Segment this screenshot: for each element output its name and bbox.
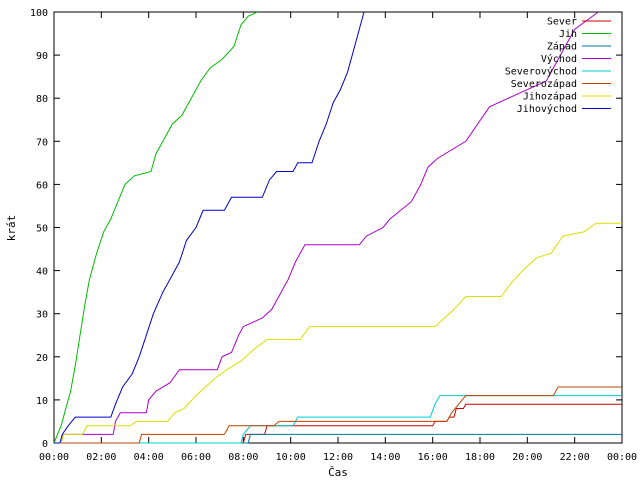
x-tick-label: 02:00 <box>86 452 116 463</box>
legend-label: Jihozápad <box>523 91 577 103</box>
series-line-4 <box>54 11 599 444</box>
x-tick-label: 20:00 <box>512 452 542 463</box>
y-tick-label: 30 <box>36 310 48 321</box>
series-lines <box>53 11 622 444</box>
x-tick-label: 08:00 <box>228 452 258 463</box>
series-line-7 <box>54 222 622 444</box>
y-tick-label: 20 <box>36 353 48 364</box>
legend-label: Jihovýchod <box>517 103 577 115</box>
x-tick-label: 22:00 <box>560 452 590 463</box>
x-tick-label: 00:00 <box>607 452 637 463</box>
series-line-5 <box>54 395 622 444</box>
series-line-2 <box>53 11 258 444</box>
x-axis-label: Čas <box>328 466 348 479</box>
x-tick-label: 06:00 <box>181 452 211 463</box>
legend-label: Severovýchod <box>505 66 577 78</box>
y-tick-label: 100 <box>30 8 48 19</box>
x-tick-label: 14:00 <box>370 452 400 463</box>
x-tick-label: 12:00 <box>323 452 353 463</box>
x-tick-label: 10:00 <box>276 452 306 463</box>
x-tick-label: 16:00 <box>418 452 448 463</box>
legend-label: Sever <box>547 17 577 28</box>
y-tick-label: 0 <box>42 439 48 450</box>
series-line-8 <box>54 11 365 444</box>
y-tick-label: 60 <box>36 180 48 191</box>
legend-label: Jih <box>559 29 577 40</box>
y-axis-label: krát <box>5 215 18 242</box>
legend: SeverJihZápadVýchodSeverovýchodSeverozáp… <box>505 17 611 115</box>
axis-ticks: 00:00 02:00 04:00 06:00 08:00 10:00 12:00 14:00… <box>30 8 637 463</box>
y-tick-label: 50 <box>36 224 48 235</box>
legend-label: Severozápad <box>511 78 577 90</box>
y-tick-label: 90 <box>36 51 48 62</box>
y-tick-label: 70 <box>36 137 48 148</box>
x-tick-label: 00:00 <box>39 452 69 463</box>
y-tick-label: 80 <box>36 94 48 105</box>
y-tick-label: 10 <box>36 396 48 407</box>
x-tick-label: 18:00 <box>465 452 495 463</box>
y-tick-label: 40 <box>36 267 48 278</box>
series-line-6 <box>54 386 622 444</box>
legend-label: Západ <box>547 41 577 53</box>
x-tick-label: 04:00 <box>134 452 164 463</box>
legend-label: Východ <box>541 53 577 65</box>
